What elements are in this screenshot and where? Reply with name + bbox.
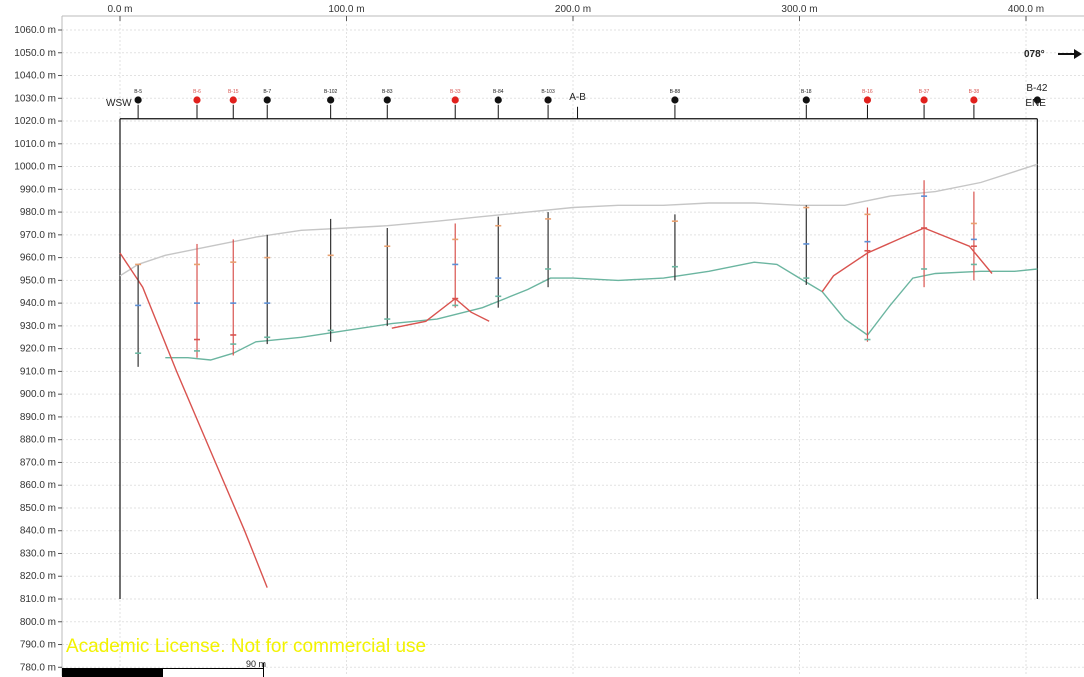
borehole-B-18: B-18: [801, 89, 812, 285]
borehole-B-103: B-103: [541, 89, 555, 288]
borehole-dot: [134, 96, 142, 104]
borehole-B-88: B-88: [670, 89, 681, 281]
y-tick-label: 780.0 m: [20, 662, 56, 673]
boreholes: B-5 B-6 B-15 B-7 B-102 B-83 B-33 B-84 B-103 B-88 B…: [134, 89, 979, 367]
borehole-B-38: B-38: [969, 89, 980, 281]
borehole-label: B-84: [493, 89, 504, 95]
y-tick-label: 1000.0 m: [14, 162, 56, 173]
y-tick-label: 810.0 m: [20, 594, 56, 605]
start-direction-label: WSW: [106, 98, 132, 109]
borehole-label: B-33: [450, 89, 461, 95]
y-tick-label: 790.0 m: [20, 640, 56, 651]
x-tick-label: 300.0 m: [781, 4, 817, 15]
borehole-B-15: B-15: [228, 89, 239, 356]
borehole-label: B-6: [193, 89, 201, 95]
borehole-dot: [263, 96, 271, 104]
borehole-B-6: B-6: [193, 89, 201, 358]
y-tick-label: 1010.0 m: [14, 139, 56, 150]
borehole-label: B-103: [541, 89, 555, 95]
section-labels: B-42 WSW ENE A-B 078°: [106, 49, 1082, 109]
axes: 780.0 m 790.0 m 800.0 m 810.0 m 820.0 m 830.0…: [14, 4, 1084, 676]
y-tick-label: 800.0 m: [20, 617, 56, 628]
y-tick-label: 1020.0 m: [14, 116, 56, 127]
y-tick-label: 980.0 m: [20, 207, 56, 218]
y-tick-label: 890.0 m: [20, 412, 56, 423]
borehole-B-84: B-84: [493, 89, 504, 308]
series-line-1: [165, 261, 1038, 361]
y-tick-label: 950.0 m: [20, 275, 56, 286]
x-tick-label: 400.0 m: [1008, 4, 1044, 15]
section-name-label: A-B: [569, 92, 586, 103]
borehole-label: B-83: [382, 89, 393, 95]
borehole-label: B-38: [969, 89, 980, 95]
borehole-label: B-37: [919, 89, 930, 95]
borehole-B-102: B-102: [324, 89, 338, 342]
borehole-dot: [327, 96, 335, 104]
borehole-label: B-102: [324, 89, 338, 95]
end-borehole-label: B-42: [1026, 83, 1048, 94]
x-tick-label: 0.0 m: [107, 4, 132, 15]
y-tick-label: 1050.0 m: [14, 48, 56, 59]
borehole-B-37: B-37: [919, 89, 930, 288]
azimuth-label: 078°: [1024, 49, 1045, 60]
borehole-B-5: B-5: [134, 89, 142, 367]
y-tick-label: 920.0 m: [20, 344, 56, 355]
borehole-label: B-18: [801, 89, 812, 95]
y-tick-label: 930.0 m: [20, 321, 56, 332]
borehole-dot: [802, 96, 810, 104]
borehole-dot: [494, 96, 502, 104]
borehole-label: B-88: [670, 89, 681, 95]
borehole-B-16: B-16: [862, 89, 873, 342]
borehole-dot: [193, 96, 201, 104]
borehole-B-83: B-83: [382, 89, 393, 326]
y-tick-label: 840.0 m: [20, 526, 56, 537]
y-tick-label: 990.0 m: [20, 184, 56, 195]
borehole-dot: [383, 96, 391, 104]
end-borehole-dot: [1033, 96, 1041, 104]
x-tick-label: 200.0 m: [555, 4, 591, 15]
y-tick-label: 1030.0 m: [14, 93, 56, 104]
y-tick-label: 820.0 m: [20, 571, 56, 582]
series-line-4: [821, 227, 993, 293]
borehole-dot: [451, 96, 459, 104]
y-tick-label: 910.0 m: [20, 366, 56, 377]
y-tick-label: 960.0 m: [20, 253, 56, 264]
borehole-label: B-15: [228, 89, 239, 95]
scale-bar: [62, 663, 264, 677]
borehole-dot: [970, 96, 978, 104]
scale-bar-fill: [62, 669, 163, 677]
y-tick-label: 940.0 m: [20, 298, 56, 309]
borehole-B-7: B-7: [263, 89, 271, 345]
borehole-B-33: B-33: [450, 89, 461, 308]
borehole-label: B-7: [263, 89, 271, 95]
y-tick-label: 850.0 m: [20, 503, 56, 514]
end-direction-label: ENE: [1025, 98, 1046, 109]
y-tick-label: 880.0 m: [20, 435, 56, 446]
y-tick-label: 900.0 m: [20, 389, 56, 400]
series-lines: [119, 163, 1038, 588]
borehole-dot: [920, 96, 928, 104]
y-tick-label: 970.0 m: [20, 230, 56, 241]
borehole-dot: [544, 96, 552, 104]
borehole-label: B-16: [862, 89, 873, 95]
section-frame: [119, 106, 1038, 599]
y-tick-label: 1040.0 m: [14, 71, 56, 82]
x-tick-label: 100.0 m: [328, 4, 364, 15]
y-tick-label: 860.0 m: [20, 480, 56, 491]
series-line-2: [119, 252, 268, 588]
borehole-dot: [863, 96, 872, 104]
borehole-label: B-5: [134, 89, 142, 95]
y-tick-label: 830.0 m: [20, 548, 56, 559]
series-line-0: [119, 163, 1038, 277]
grid: [62, 16, 1084, 676]
license-watermark: Academic License. Not for commercial use: [66, 636, 427, 657]
borehole-dot: [229, 96, 237, 104]
y-tick-label: 1060.0 m: [14, 25, 56, 36]
scale-bar-end-tick: [263, 663, 264, 677]
scale-bar-label: 90 m: [246, 659, 267, 669]
azimuth-arrow-head: [1074, 49, 1082, 59]
borehole-dot: [671, 96, 679, 104]
y-tick-label: 870.0 m: [20, 457, 56, 468]
